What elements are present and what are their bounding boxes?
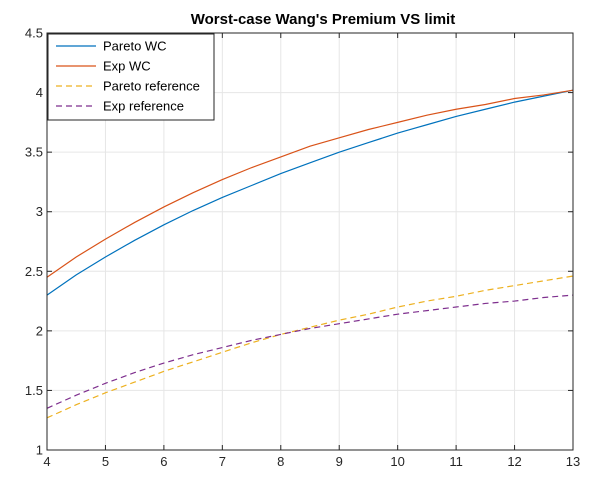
x-tick-label: 12 bbox=[507, 454, 521, 469]
x-tick-label: 8 bbox=[277, 454, 284, 469]
y-tick-label: 3.5 bbox=[25, 145, 43, 160]
y-tick-label: 2.5 bbox=[25, 264, 43, 279]
x-tick-label: 10 bbox=[390, 454, 404, 469]
y-tick-label: 4 bbox=[36, 85, 43, 100]
chart-title: Worst-case Wang's Premium VS limit bbox=[191, 11, 455, 28]
x-tick-label: 5 bbox=[102, 454, 109, 469]
y-tick-label: 3 bbox=[36, 204, 43, 219]
legend-label: Pareto WC bbox=[103, 39, 167, 54]
legend-label: Exp reference bbox=[103, 99, 184, 114]
legend-label: Pareto reference bbox=[103, 79, 200, 94]
x-tick-label: 4 bbox=[43, 454, 50, 469]
y-tick-label: 1.5 bbox=[25, 383, 43, 398]
y-tick-label: 2 bbox=[36, 323, 43, 338]
legend-label: Exp WC bbox=[103, 59, 151, 74]
y-tick-label: 4.5 bbox=[25, 26, 43, 41]
x-tick-label: 9 bbox=[336, 454, 343, 469]
x-tick-label: 11 bbox=[449, 454, 463, 469]
x-tick-label: 13 bbox=[566, 454, 580, 469]
x-tick-label: 6 bbox=[160, 454, 167, 469]
y-tick-label: 1 bbox=[36, 443, 43, 458]
x-tick-label: 7 bbox=[219, 454, 226, 469]
legend: Pareto WC Exp WC Pareto reference Exp refer… bbox=[48, 34, 214, 120]
